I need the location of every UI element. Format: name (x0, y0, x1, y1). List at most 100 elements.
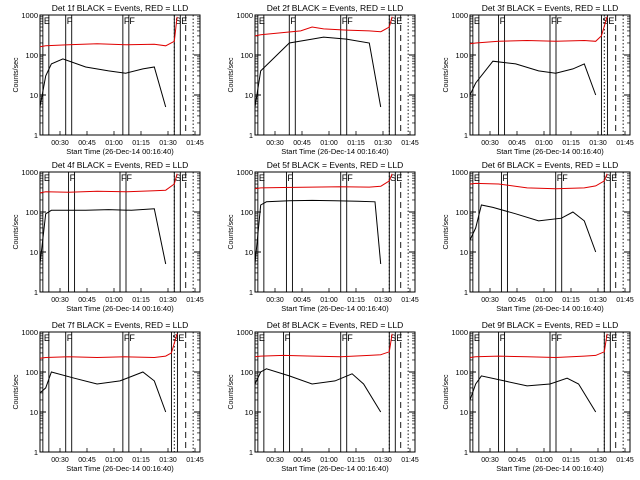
y-tick-label: 10 (30, 91, 38, 100)
x-tick-label: 00:45 (508, 297, 526, 304)
y-tick-label: 1 (464, 288, 468, 297)
lld-series-line (254, 16, 393, 37)
y-tick-label: 1000 (236, 328, 253, 337)
x-tick-label: 01:30 (589, 297, 607, 304)
marker-label-e: E (474, 333, 480, 343)
plot-frame (254, 171, 416, 293)
panel-4: Det 4f BLACK = Events, RED = LLD 1 10 100 10… (13, 160, 204, 313)
marker-label-e: E (259, 16, 265, 26)
lld-series-line (254, 173, 393, 190)
x-tick-label: 01:15 (562, 297, 580, 304)
x-tick-label: 00:45 (508, 140, 526, 147)
x-axis-label: Start Time (26-Dec-14 00:16:40) (281, 304, 389, 313)
events-series-line (39, 58, 167, 108)
lld-series-line (39, 333, 178, 359)
y-axis-label: Counts/sec (443, 214, 450, 250)
marker-label-f: F (70, 173, 76, 183)
x-axis-label: Start Time (26-Dec-14 00:16:40) (66, 464, 174, 473)
lld-series-line (254, 333, 393, 358)
marker-label-se: SE (390, 173, 402, 183)
x-tick-label: 01:15 (562, 140, 580, 147)
x-tick-label: 00:30 (266, 457, 284, 464)
x-tick-label: 01:00 (320, 297, 338, 304)
x-tick-label: 01:15 (347, 140, 365, 147)
events-series-line (254, 36, 382, 108)
marker-label-se: SE (605, 333, 617, 343)
x-axis-label: Start Time (26-Dec-14 00:16:40) (281, 147, 389, 156)
y-axis-label: Counts/sec (443, 57, 450, 93)
panel-9: Det 9f BLACK = Events, RED = LLD 1 10 100 10… (443, 320, 634, 473)
x-axis-label: Start Time (26-Dec-14 00:16:40) (496, 147, 604, 156)
x-tick-label: 01:00 (105, 297, 123, 304)
y-axis-label: Counts/sec (13, 374, 20, 410)
marker-label-se: SE (172, 333, 184, 343)
x-tick-label: 01:30 (374, 297, 392, 304)
marker-label-f: F (500, 16, 506, 26)
y-axis-label: Counts/sec (443, 374, 450, 410)
x-tick-label: 00:30 (51, 297, 69, 304)
y-tick-label: 1 (249, 131, 253, 140)
y-tick-label: 100 (240, 51, 253, 60)
x-tick-label: 01:15 (132, 457, 150, 464)
marker-label-se: SE (175, 16, 187, 26)
lld-series-line (469, 333, 608, 359)
events-series-line (469, 375, 597, 413)
chart-title: Det 9f BLACK = Events, RED = LLD (482, 320, 619, 330)
y-tick-label: 100 (455, 368, 468, 377)
y-tick-label: 100 (455, 51, 468, 60)
y-tick-label: 1 (34, 131, 38, 140)
y-tick-label: 1000 (451, 168, 468, 177)
marker-label-e: E (44, 16, 50, 26)
x-tick-label: 01:00 (535, 297, 553, 304)
x-tick-label: 01:45 (401, 297, 419, 304)
y-tick-label: 1000 (236, 168, 253, 177)
x-axis-label: Start Time (26-Dec-14 00:16:40) (281, 464, 389, 473)
x-tick-label: 01:30 (589, 457, 607, 464)
marker-label-ff: FF (342, 173, 353, 183)
x-tick-label: 01:00 (535, 457, 553, 464)
y-tick-label: 1000 (21, 11, 38, 20)
x-tick-label: 01:30 (374, 140, 392, 147)
y-tick-label: 1 (249, 288, 253, 297)
x-tick-label: 01:15 (562, 457, 580, 464)
marker-label-se: SE (390, 333, 402, 343)
marker-label-e: E (44, 173, 50, 183)
x-tick-label: 00:30 (481, 457, 499, 464)
x-tick-label: 01:15 (132, 297, 150, 304)
y-tick-label: 10 (245, 248, 253, 257)
x-tick-label: 01:45 (186, 297, 204, 304)
panel-1: Det 1f BLACK = Events, RED = LLD 1 10 100 10… (13, 3, 204, 156)
y-tick-label: 1000 (21, 328, 38, 337)
chart-title: Det 7f BLACK = Events, RED = LLD (52, 320, 189, 330)
marker-label-ff: FF (124, 333, 135, 343)
x-tick-label: 01:45 (616, 140, 634, 147)
x-tick-label: 01:15 (347, 457, 365, 464)
marker-label-f: F (67, 16, 73, 26)
plot-frame (39, 14, 201, 136)
x-tick-label: 00:30 (481, 140, 499, 147)
x-tick-label: 01:00 (535, 140, 553, 147)
x-tick-label: 00:45 (78, 297, 96, 304)
x-axis-label: Start Time (26-Dec-14 00:16:40) (496, 464, 604, 473)
plot-frame (469, 171, 631, 293)
x-tick-label: 00:45 (78, 457, 96, 464)
marker-label-ff: FF (551, 16, 562, 26)
y-tick-label: 100 (240, 368, 253, 377)
chart-title: Det 8f BLACK = Events, RED = LLD (267, 320, 404, 330)
y-tick-label: 1 (34, 448, 38, 457)
marker-label-se: SE (175, 173, 187, 183)
events-series-line (469, 204, 597, 253)
chart-title: Det 6f BLACK = Events, RED = LLD (482, 160, 619, 170)
x-tick-label: 00:30 (51, 457, 69, 464)
y-tick-label: 1000 (451, 11, 468, 20)
marker-label-ff: FF (342, 333, 353, 343)
x-tick-label: 01:15 (347, 297, 365, 304)
x-tick-label: 01:30 (159, 140, 177, 147)
marker-label-se: SE (605, 173, 617, 183)
x-tick-label: 01:45 (186, 457, 204, 464)
lld-series-line (39, 173, 178, 194)
marker-label-ff: FF (342, 16, 353, 26)
panel-7: Det 7f BLACK = Events, RED = LLD 1 10 100 10… (13, 320, 204, 473)
y-tick-label: 100 (25, 208, 38, 217)
